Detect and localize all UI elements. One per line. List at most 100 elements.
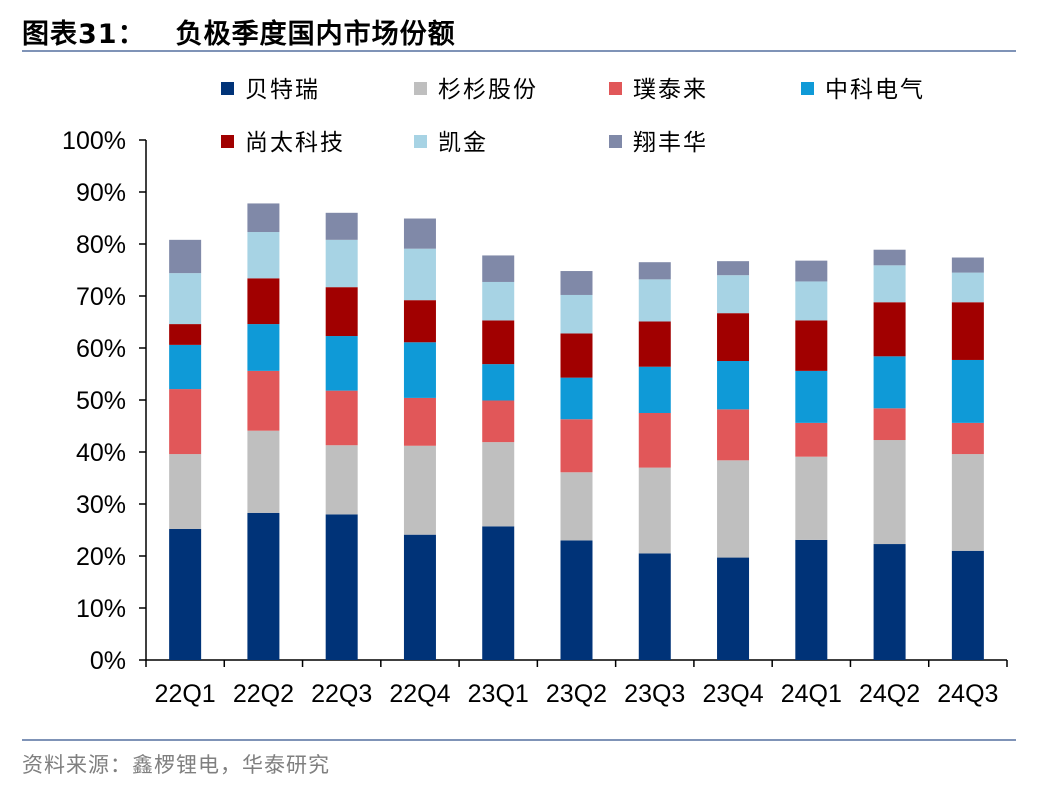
y-tick-label: 90%: [76, 179, 126, 207]
x-tick-label: 24Q2: [859, 680, 920, 708]
bar-segment: [169, 344, 202, 390]
x-tick-label: 22Q2: [233, 680, 294, 708]
bar-segment: [325, 212, 358, 240]
bar-segment: [403, 218, 436, 249]
bar-segment: [873, 249, 906, 266]
bar-segment: [560, 419, 593, 473]
legend-swatch: [221, 135, 234, 148]
bar-segment: [325, 336, 358, 391]
y-tick-label: 40%: [76, 439, 126, 467]
bar-segment: [403, 397, 436, 446]
bar-segment: [403, 300, 436, 343]
legend-label: 贝特瑞: [245, 77, 320, 103]
bar-segment: [482, 255, 515, 282]
bar-segment: [638, 553, 671, 660]
y-tick-label: 100%: [62, 127, 126, 155]
bar-segment: [717, 261, 750, 276]
bar-segment: [247, 232, 280, 279]
bar-segment: [638, 321, 671, 367]
bar-segment: [873, 408, 906, 441]
bar-segment: [482, 526, 515, 660]
bar-segment: [482, 400, 515, 443]
x-tick-label: 22Q4: [389, 680, 450, 708]
x-tick-label: 24Q3: [937, 680, 998, 708]
bar-segment: [795, 370, 828, 423]
bar-segment: [795, 281, 828, 321]
bar-segment: [247, 324, 280, 371]
bar-segment: [325, 390, 358, 446]
bar-segment: [560, 333, 593, 378]
bar-segment: [951, 359, 984, 423]
legend-swatch: [609, 82, 622, 95]
bar-segment: [951, 272, 984, 303]
legend-swatch: [801, 82, 814, 95]
y-tick-label: 50%: [76, 387, 126, 415]
bar-segment: [795, 422, 828, 457]
bar-segment: [873, 356, 906, 409]
bar-segment: [403, 445, 436, 535]
bar-segment: [560, 540, 593, 660]
y-tick-label: 60%: [76, 335, 126, 363]
bar-segment: [717, 313, 750, 361]
bottom-rule: [22, 739, 1016, 741]
x-tick-label: 23Q3: [624, 680, 685, 708]
bar-segment: [717, 557, 750, 660]
bar-segment: [482, 320, 515, 365]
y-tick-label: 30%: [76, 491, 126, 519]
bar-segment: [638, 366, 671, 413]
bar-segment: [560, 377, 593, 420]
bar-segment: [638, 262, 671, 280]
x-tick-label: 22Q3: [311, 680, 372, 708]
bar-segment: [169, 273, 202, 325]
bar-segment: [717, 460, 750, 558]
figure-label: 图表31：: [22, 19, 146, 50]
bar-segment: [403, 248, 436, 301]
figure-title-text: 负极季度国内市场份额: [175, 19, 456, 50]
legend-swatch: [221, 82, 234, 95]
bar-segment: [795, 539, 828, 660]
bar-segment: [795, 320, 828, 371]
x-tick-label: 24Q1: [781, 680, 842, 708]
legend-swatch: [414, 135, 427, 148]
bar-segment: [951, 302, 984, 360]
bar-segment: [482, 281, 515, 321]
bar-segment: [638, 467, 671, 554]
bar-segment: [560, 271, 593, 295]
bar-segment: [873, 302, 906, 357]
legend-swatch: [414, 82, 427, 95]
bar-segment: [795, 456, 828, 540]
bar-segment: [169, 239, 202, 274]
legend-label: 杉杉股份: [438, 77, 538, 103]
bar-segment: [169, 528, 202, 660]
x-tick-label: 23Q1: [468, 680, 529, 708]
x-tick-label: 23Q4: [702, 680, 763, 708]
bar-segment: [247, 203, 280, 233]
x-tick-label: 23Q2: [546, 680, 607, 708]
bar-segment: [247, 430, 280, 513]
legend-label: 凯金: [438, 130, 488, 156]
bar-segment: [873, 440, 906, 545]
bar-segment: [560, 472, 593, 541]
legend-label: 中科电气: [825, 77, 925, 103]
bar-segment: [951, 550, 984, 660]
bar-segment: [403, 534, 436, 660]
bar-segment: [951, 257, 984, 273]
top-rule: [22, 50, 1016, 52]
bar-segment: [560, 294, 593, 334]
bar-segment: [482, 442, 515, 527]
y-tick-label: 80%: [76, 231, 126, 259]
bar-segment: [717, 409, 750, 461]
bar-segment: [482, 364, 515, 401]
bar-segment: [169, 454, 202, 529]
bar-segment: [873, 544, 906, 660]
bar-segment: [873, 265, 906, 303]
y-tick-label: 0%: [90, 647, 126, 675]
bar-segment: [325, 514, 358, 660]
y-tick-label: 20%: [76, 543, 126, 571]
y-tick-label: 70%: [76, 283, 126, 311]
bar-segment: [403, 342, 436, 398]
bar-segment: [169, 389, 202, 455]
bar-segment: [247, 278, 280, 325]
figure-title: 图表31： 负极季度国内市场份额: [22, 12, 456, 51]
